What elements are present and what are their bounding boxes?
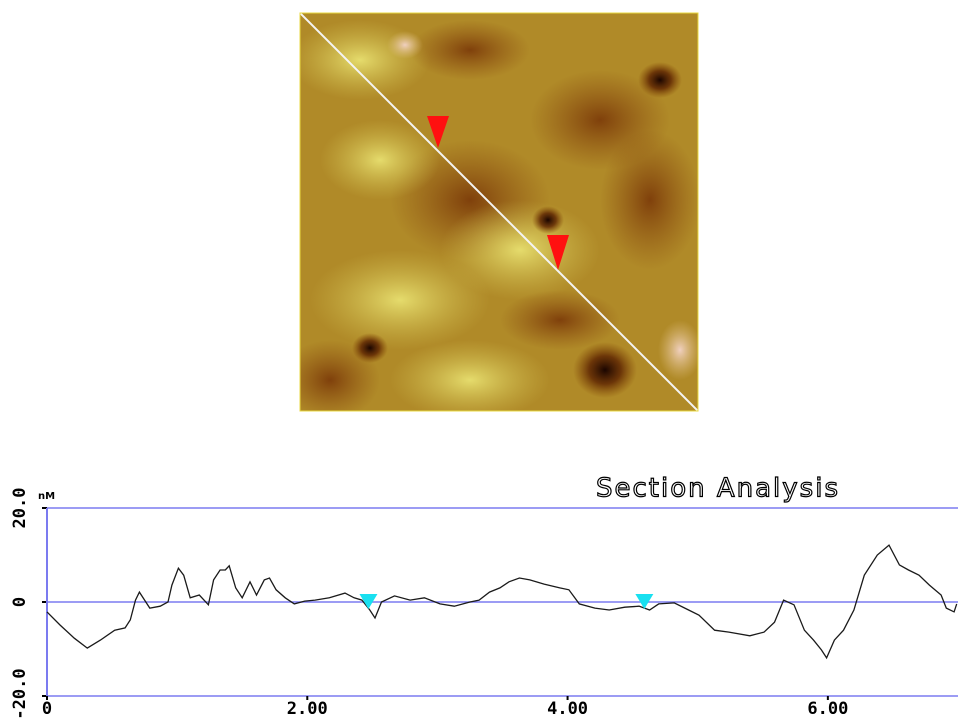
x-tick-label: 6.00: [807, 699, 848, 718]
chart-title: Section Analysis: [596, 474, 840, 504]
y-tick-label: -20.0: [10, 668, 30, 718]
y-unit: nM: [38, 491, 55, 502]
x-tick-label: 4.00: [547, 699, 588, 718]
x-tick-label: 0: [42, 699, 52, 718]
x-tick-label: 2.00: [287, 699, 328, 718]
afm-image: [280, 13, 702, 420]
page: Section Analysis nM -20.0 0 20.0 0 2.00 4.00 6…: [0, 0, 958, 718]
y-tick-label: 0: [10, 597, 30, 607]
y-tick-label: 20.0: [10, 488, 30, 529]
section-chart: Section Analysis nM: [38, 474, 840, 504]
